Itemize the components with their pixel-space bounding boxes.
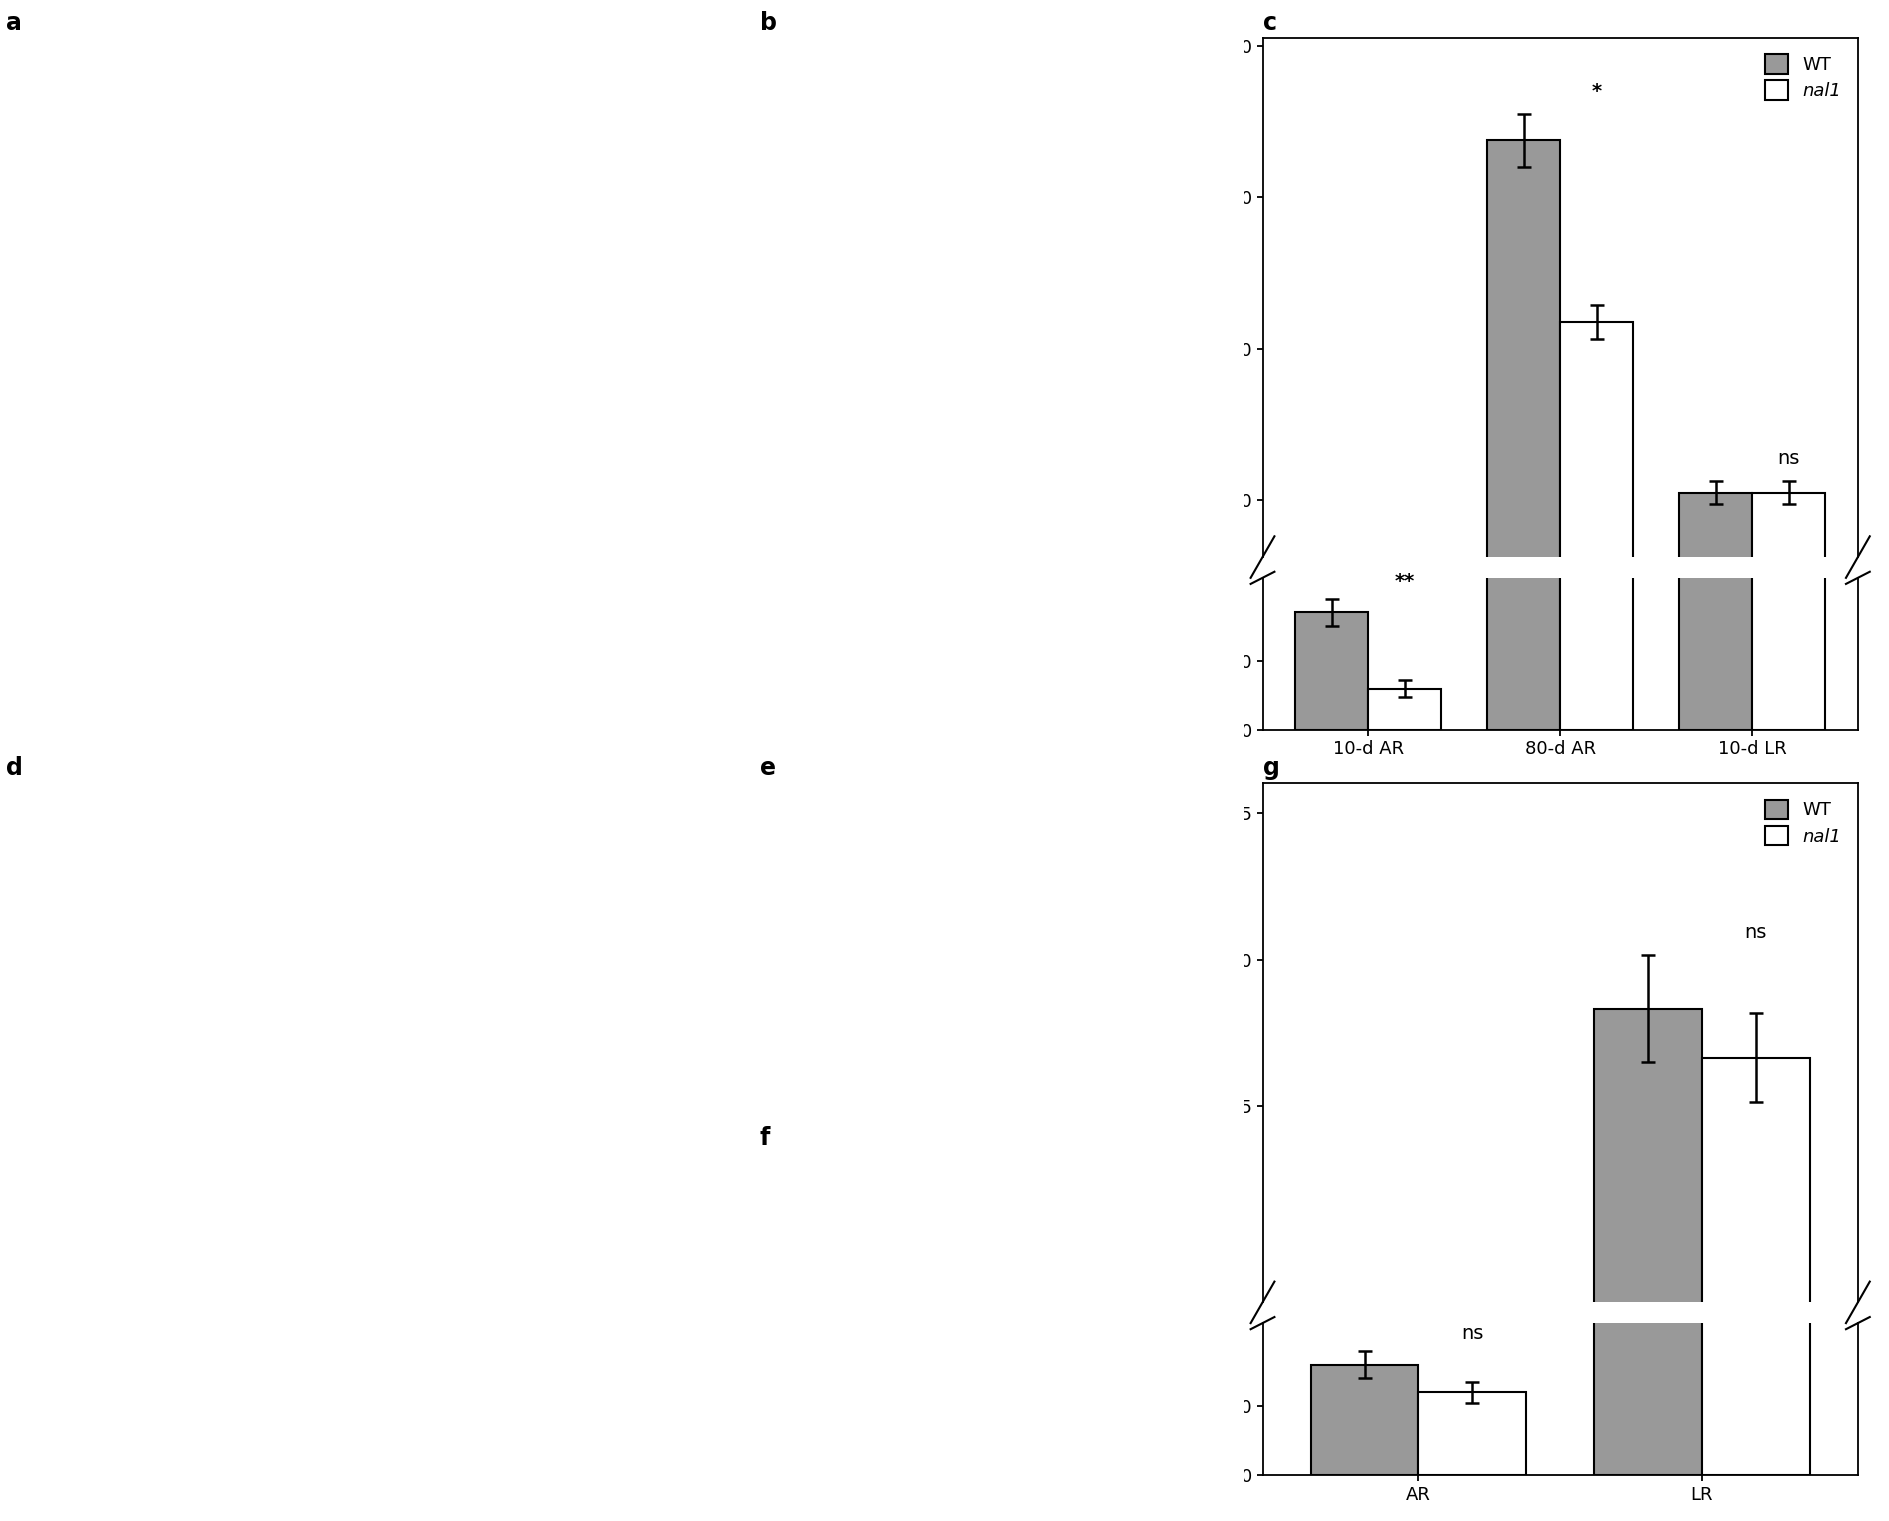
Text: g: g xyxy=(1262,756,1279,780)
Text: ns: ns xyxy=(1778,449,1798,468)
Bar xyxy=(1487,0,1560,730)
Bar xyxy=(1677,493,1751,653)
Text: ns: ns xyxy=(1744,923,1766,941)
Text: f: f xyxy=(759,1126,769,1150)
Text: ns: ns xyxy=(1460,1325,1483,1343)
Text: e: e xyxy=(759,756,774,780)
Bar xyxy=(1368,630,1441,653)
Bar xyxy=(1311,1364,1417,1475)
Bar xyxy=(1560,128,1632,730)
Bar xyxy=(1294,613,1368,730)
Bar xyxy=(1417,1392,1526,1475)
Bar xyxy=(1487,140,1560,653)
Legend: WT, nal1: WT, nal1 xyxy=(1757,47,1847,108)
Bar xyxy=(1368,689,1441,730)
Bar xyxy=(1560,322,1632,653)
Bar xyxy=(1751,493,1825,653)
Bar xyxy=(1700,1057,1808,1521)
Text: d: d xyxy=(6,756,23,780)
Text: **: ** xyxy=(1394,572,1415,592)
Text: a: a xyxy=(6,11,21,35)
Bar xyxy=(1311,1390,1417,1521)
Bar xyxy=(1751,440,1825,730)
Bar xyxy=(1594,1095,1702,1475)
Bar xyxy=(1294,587,1368,653)
Bar xyxy=(1677,440,1751,730)
Bar xyxy=(1700,1129,1808,1475)
Y-axis label: Root number: Root number xyxy=(1203,980,1222,1106)
Text: *: * xyxy=(1591,82,1600,100)
Text: b: b xyxy=(759,11,776,35)
Bar xyxy=(1417,1430,1526,1521)
Text: c: c xyxy=(1262,11,1275,35)
Legend: WT, nal1: WT, nal1 xyxy=(1757,792,1847,853)
Bar xyxy=(1594,1008,1702,1521)
Y-axis label: Root number: Root number xyxy=(1192,234,1211,360)
